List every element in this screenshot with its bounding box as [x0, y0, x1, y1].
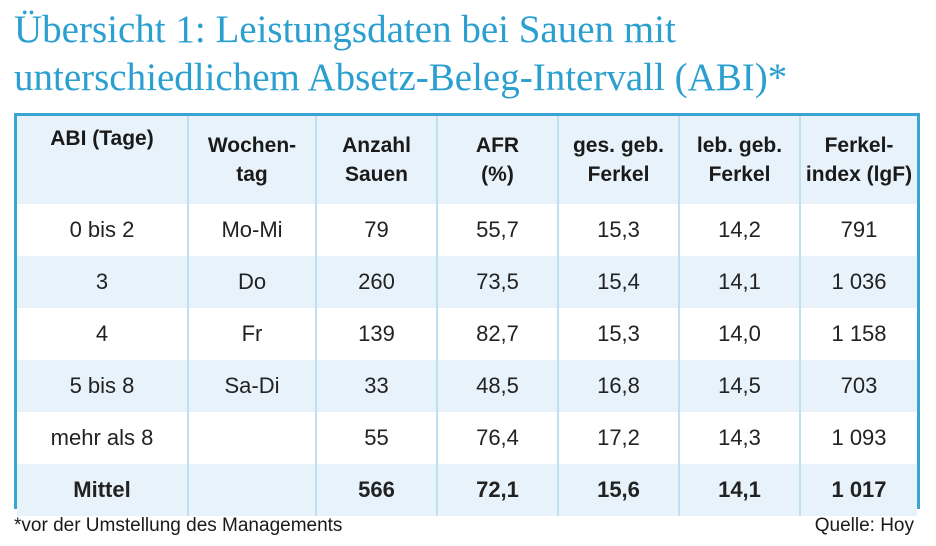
source-note: Quelle: Hoy — [814, 515, 914, 536]
title-line-2: unterschiedlichem Absetz-Beleg-Intervall… — [14, 56, 788, 99]
cell-abi: mehr als 8 — [17, 412, 189, 464]
cell-afr: 48,5 — [437, 360, 559, 412]
cell-anzahl-sauen: 79 — [316, 204, 438, 256]
header-ges-line-2: Ferkel — [587, 163, 650, 186]
header-wochentag: Wochen- tag — [188, 116, 317, 204]
cell-ges-geb-ferkel: 17,2 — [558, 412, 680, 464]
cell-leb-geb-ferkel: 14,2 — [679, 204, 801, 256]
total-anzahl-sauen: 566 — [316, 464, 438, 516]
header-abi-line-1: ABI (Tage) — [50, 127, 154, 150]
performance-table: ABI (Tage) Wochen- tag Anzahl Sauen AFR … — [17, 116, 917, 516]
header-leb-line-1: leb. geb. — [696, 134, 783, 157]
cell-ges-geb-ferkel: 15,3 — [558, 308, 680, 360]
cell-ges-geb-ferkel: 16,8 — [558, 360, 680, 412]
cell-afr: 82,7 — [437, 308, 559, 360]
cell-ferkelindex: 1 158 — [831, 321, 887, 346]
cell-wochentag: Sa-Di — [188, 360, 317, 412]
table-row: 5 bis 8 Sa-Di 33 48,5 16,8 14,5 703 — [17, 360, 917, 412]
title-line-1: Übersicht 1: Leistungsdaten bei Sauen mi… — [14, 8, 676, 51]
total-leb-geb-ferkel: 14,1 — [679, 464, 801, 516]
cell-afr: 76,4 — [437, 412, 559, 464]
cell-ferkelindex: 1 036 — [800, 256, 917, 308]
header-abi: ABI (Tage) — [17, 116, 189, 204]
total-label: Mittel — [17, 464, 189, 516]
header-ferkelindex-line-1: Ferkel- — [824, 134, 894, 157]
cell-ferkelindex: 1 093 — [831, 425, 887, 450]
cell-abi: 5 bis 8 — [17, 360, 189, 412]
cell-wochentag: Do — [188, 256, 317, 308]
table-row: 4 Fr 139 82,7 15,3 14,0 1 158 — [17, 308, 917, 360]
cell-leb-geb-ferkel: 14,3 — [679, 412, 801, 464]
total-ges-geb-ferkel: 15,6 — [558, 464, 680, 516]
header-afr: AFR (%) — [437, 116, 559, 204]
cell-ges-geb-ferkel: 15,4 — [558, 256, 680, 308]
cell-afr: 55,7 — [437, 204, 559, 256]
table-total-row: Mittel 566 72,1 15,6 14,1 1 017 — [17, 464, 917, 516]
total-afr: 72,1 — [437, 464, 559, 516]
table-row: 3 Do 260 73,5 15,4 14,1 1 036 — [17, 256, 917, 308]
header-leb-line-2: Ferkel — [708, 163, 771, 186]
cell-leb-geb-ferkel: 14,0 — [679, 308, 801, 360]
data-table-frame: ABI (Tage) Wochen- tag Anzahl Sauen AFR … — [14, 113, 920, 516]
cell-anzahl-sauen: 55 — [316, 412, 438, 464]
header-anzahl-line-1: Anzahl — [342, 134, 411, 157]
header-ges-geb-ferkel: ges. geb. Ferkel — [558, 116, 680, 204]
page-title: Übersicht 1: Leistungsdaten bei Sauen mi… — [14, 6, 924, 102]
cell-wochentag — [188, 412, 317, 464]
table-row: mehr als 8 55 76,4 17,2 14,3 1 093 — [17, 412, 917, 464]
cell-abi: 4 — [17, 308, 189, 360]
header-afr-line-1: AFR — [475, 134, 520, 157]
total-ferkelindex: 1 017 — [800, 464, 917, 516]
cell-leb-geb-ferkel: 14,5 — [679, 360, 801, 412]
footnote: *vor der Umstellung des Managements — [14, 515, 343, 536]
cell-wochentag: Mo-Mi — [188, 204, 317, 256]
header-wochentag-line-2: tag — [236, 163, 268, 186]
cell-ges-geb-ferkel: 15,3 — [558, 204, 680, 256]
header-anzahl-sauen: Anzahl Sauen — [316, 116, 438, 204]
cell-ferkelindex: 791 — [840, 217, 878, 242]
cell-abi: 0 bis 2 — [17, 204, 189, 256]
cell-abi: 3 — [17, 256, 189, 308]
cell-ferkelindex: 703 — [800, 360, 917, 412]
cell-leb-geb-ferkel: 14,1 — [679, 256, 801, 308]
total-wochentag — [188, 464, 317, 516]
header-leb-geb-ferkel: leb. geb. Ferkel — [679, 116, 801, 204]
header-ferkelindex: Ferkel- index (lgF) — [800, 116, 917, 204]
cell-anzahl-sauen: 139 — [316, 308, 438, 360]
cell-afr: 73,5 — [437, 256, 559, 308]
header-anzahl-line-2: Sauen — [344, 163, 409, 186]
table-row: 0 bis 2 Mo-Mi 79 55,7 15,3 14,2 791 — [17, 204, 917, 256]
table-header-row: ABI (Tage) Wochen- tag Anzahl Sauen AFR … — [17, 116, 917, 204]
header-wochentag-line-1: Wochen- — [207, 134, 297, 157]
header-ges-line-1: ges. geb. — [572, 134, 665, 157]
header-ferkelindex-line-2: index (lgF) — [805, 163, 913, 186]
cell-anzahl-sauen: 33 — [316, 360, 438, 412]
header-afr-line-2: (%) — [481, 163, 514, 186]
cell-anzahl-sauen: 260 — [316, 256, 438, 308]
cell-wochentag: Fr — [188, 308, 317, 360]
